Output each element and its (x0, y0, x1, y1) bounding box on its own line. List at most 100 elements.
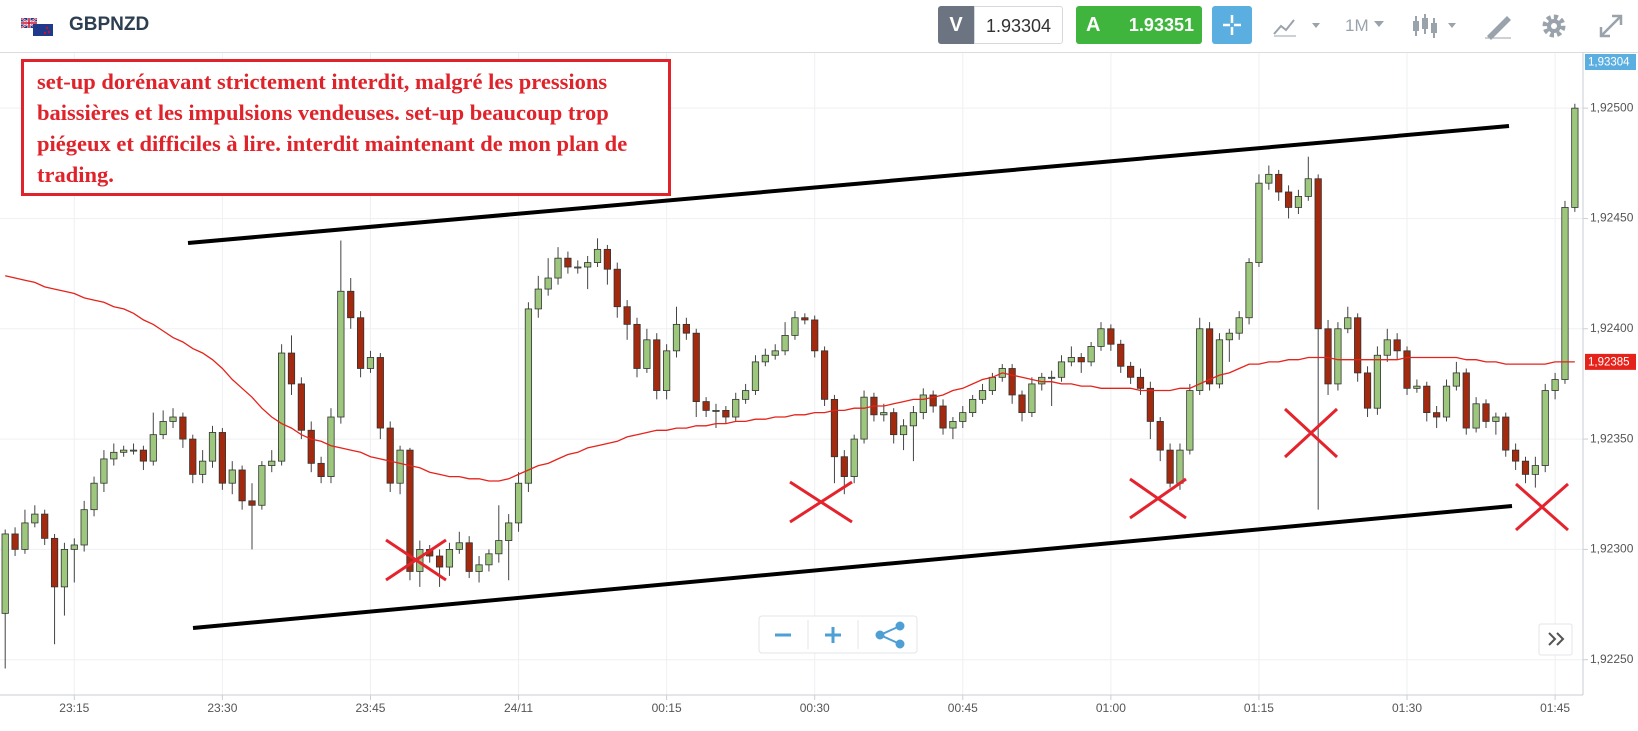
x-tick-label: 23:45 (355, 701, 385, 715)
candle-body (514, 482, 523, 524)
candle-body (179, 416, 187, 440)
candle-body (544, 277, 552, 290)
candle-body (593, 248, 602, 263)
candle-body (1265, 173, 1273, 184)
x-tick-label: 01:30 (1392, 701, 1422, 715)
zoom-controls (758, 615, 918, 654)
candle-body (366, 357, 375, 369)
candle-body (1354, 317, 1362, 374)
candle-body (1166, 449, 1174, 484)
candle-body (1363, 372, 1372, 409)
candle-body (1383, 339, 1391, 356)
candles-button[interactable] (1410, 12, 1460, 40)
candle-body (189, 438, 197, 475)
scroll-right-button[interactable] (1538, 623, 1573, 656)
candle-body (1008, 368, 1016, 396)
candle-body (1294, 196, 1303, 208)
candle-body (278, 352, 286, 462)
buy-label: A (1086, 14, 1101, 36)
candle-body (50, 537, 59, 588)
x-tick-label: 23:15 (59, 701, 89, 715)
candle-body (110, 451, 118, 460)
chart-type-button[interactable] (1272, 14, 1322, 38)
candle-body (1018, 394, 1026, 414)
candle-body (860, 396, 868, 440)
candle-body (919, 394, 927, 414)
candle-body (228, 469, 236, 484)
candle-body (41, 513, 49, 539)
flag-icon (21, 18, 53, 36)
buy-button[interactable]: A 1.93351 (1076, 6, 1202, 44)
symbol: GBPNZD (69, 14, 150, 35)
crosshair-button[interactable] (1212, 6, 1252, 44)
candle-body (672, 323, 681, 352)
price-tag-label: 1,92385 (1588, 356, 1630, 368)
candle-body (1245, 262, 1253, 319)
draw-button[interactable] (1483, 12, 1513, 40)
x-tick-label: 01:00 (1096, 701, 1126, 715)
candle-body (218, 432, 226, 484)
candle-body (1205, 328, 1214, 385)
candle-body (1314, 178, 1322, 330)
share-button[interactable] (875, 621, 905, 649)
candle-body (1442, 385, 1451, 418)
candle-body (830, 398, 839, 458)
timeframe-button[interactable]: 1M (1345, 16, 1369, 35)
candle-body (1462, 372, 1470, 429)
sell-price[interactable]: 1.93304 (974, 6, 1063, 44)
candle-body (880, 412, 888, 416)
candle-body (1334, 328, 1342, 385)
candle-body (465, 542, 473, 572)
candle-body (742, 390, 750, 400)
candle-body (90, 482, 98, 511)
candle-body (751, 361, 760, 391)
cross-marks (385, 407, 1569, 582)
candle-body (1433, 412, 1441, 418)
axes: 1,92250 1,92300 1,92350 1,92400 1,92450 1,925… (59, 54, 1636, 715)
y-tick-label: 1,92400 (1590, 321, 1634, 335)
candle-body (1403, 350, 1411, 389)
candle-body (317, 462, 325, 477)
candle-body (534, 288, 542, 310)
candle-body (1284, 191, 1293, 208)
candle-body (1, 533, 9, 614)
candle-body (1571, 107, 1579, 208)
candle-body (238, 469, 246, 502)
x-tick-label: 00:45 (948, 701, 978, 715)
sell-button[interactable]: V (938, 6, 974, 44)
zoom-in-button[interactable] (825, 627, 841, 643)
candle-body (356, 317, 365, 369)
cross-mark (1283, 407, 1339, 459)
candle-body (1502, 416, 1510, 451)
cross-mark (789, 480, 853, 524)
candle-body (929, 394, 937, 407)
candle-body (613, 268, 621, 308)
candle-body (159, 421, 167, 436)
candle-body (554, 257, 562, 279)
candle-body (169, 416, 177, 422)
candle-body (1136, 376, 1145, 389)
candle-body (820, 350, 829, 400)
candle-body (969, 398, 977, 414)
candle-body (988, 376, 997, 391)
candle-body (909, 412, 918, 427)
candle-body (722, 410, 730, 418)
y-tick-label: 1,92300 (1590, 542, 1634, 556)
settings-button[interactable] (1540, 12, 1568, 40)
candle-body (978, 390, 987, 400)
candle-body (80, 509, 88, 546)
fullscreen-button[interactable] (1597, 12, 1625, 40)
y-tick-label: 1,92350 (1590, 431, 1634, 445)
candle-body (584, 262, 592, 268)
candle-body (31, 513, 39, 524)
candle-body (771, 350, 779, 356)
y-tick-label: 1,92250 (1590, 652, 1634, 666)
buy-price: 1.93351 (1128, 15, 1194, 35)
cross-mark (1129, 477, 1187, 520)
candle-body (505, 522, 513, 541)
candle-body (60, 548, 69, 588)
candle-body (623, 306, 631, 325)
candle-body (890, 412, 898, 436)
x-tick-label: 23:30 (207, 701, 237, 715)
candle-body (524, 308, 533, 484)
